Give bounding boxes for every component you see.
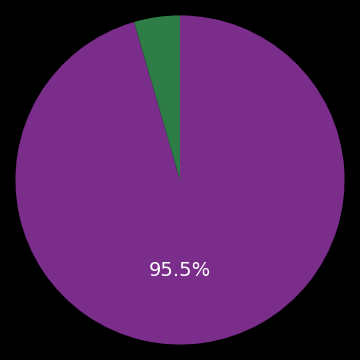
Wedge shape <box>134 15 180 180</box>
Text: 95.5%: 95.5% <box>149 261 211 280</box>
Wedge shape <box>15 15 345 345</box>
